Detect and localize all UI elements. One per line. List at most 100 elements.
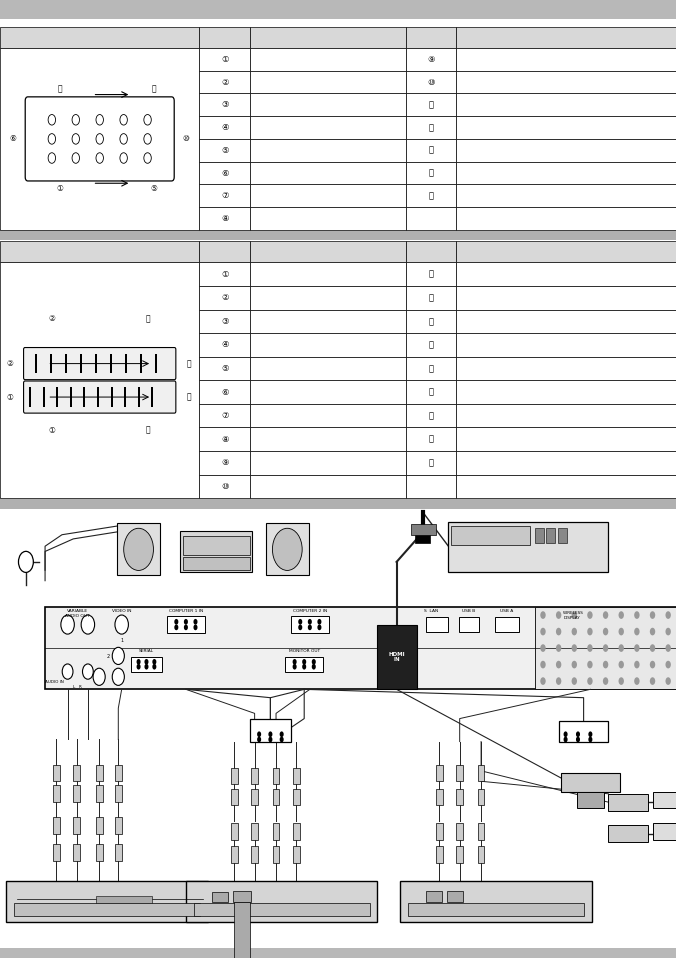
Circle shape — [120, 152, 127, 163]
Bar — [199, 286, 250, 309]
Bar — [406, 309, 456, 333]
Bar — [251, 846, 258, 863]
Text: ⑮: ⑮ — [429, 364, 433, 373]
Bar — [73, 817, 80, 833]
Circle shape — [634, 661, 639, 669]
Text: ②: ② — [221, 78, 228, 86]
Circle shape — [144, 115, 151, 125]
Bar — [151, 387, 153, 407]
Circle shape — [634, 677, 639, 685]
Bar — [406, 474, 456, 498]
Text: ⑭: ⑭ — [429, 340, 433, 350]
Bar — [199, 474, 250, 498]
Bar — [199, 94, 250, 116]
Bar — [406, 356, 456, 380]
Bar — [400, 880, 592, 923]
Bar — [546, 529, 556, 543]
Circle shape — [650, 644, 655, 651]
Bar — [180, 531, 252, 572]
Circle shape — [18, 552, 33, 573]
Bar — [654, 823, 676, 840]
Circle shape — [293, 664, 297, 670]
Bar — [426, 617, 448, 632]
Bar — [199, 48, 250, 71]
Circle shape — [96, 115, 103, 125]
Circle shape — [576, 737, 580, 742]
Bar — [53, 817, 59, 833]
Bar — [293, 788, 299, 806]
Circle shape — [540, 661, 546, 669]
Text: ①: ① — [56, 184, 63, 194]
Circle shape — [184, 619, 188, 625]
Bar — [436, 764, 443, 782]
Bar — [456, 309, 676, 333]
Text: 2: 2 — [107, 654, 110, 659]
Bar — [250, 380, 406, 404]
Bar — [250, 207, 406, 230]
Text: ⑧: ⑧ — [221, 435, 228, 444]
Circle shape — [650, 677, 655, 685]
Bar — [406, 207, 456, 230]
Text: ①: ① — [221, 270, 228, 279]
Bar — [448, 522, 608, 572]
Circle shape — [302, 659, 306, 665]
Bar — [456, 333, 676, 356]
Circle shape — [308, 625, 312, 630]
Bar — [199, 380, 250, 404]
Bar — [456, 207, 676, 230]
Circle shape — [193, 619, 197, 625]
Bar — [250, 27, 406, 48]
Bar — [406, 451, 456, 474]
Text: ⑨: ⑨ — [221, 458, 228, 468]
Bar — [73, 764, 80, 782]
Bar — [456, 823, 463, 840]
Bar — [199, 356, 250, 380]
Text: ⑦: ⑦ — [221, 411, 228, 421]
Bar — [535, 529, 544, 543]
Circle shape — [603, 661, 608, 669]
Circle shape — [312, 664, 316, 670]
Bar — [250, 718, 291, 741]
Circle shape — [619, 677, 624, 685]
Bar — [231, 767, 238, 785]
Bar — [406, 116, 456, 139]
Bar — [199, 116, 250, 139]
Bar — [406, 71, 456, 94]
Bar — [138, 387, 140, 407]
Bar — [199, 262, 250, 286]
Bar — [250, 474, 406, 498]
Bar — [70, 387, 72, 407]
Bar — [14, 903, 200, 916]
Bar — [0, 0, 676, 19]
Text: ③: ③ — [221, 101, 228, 109]
Bar — [199, 71, 250, 94]
Circle shape — [48, 115, 55, 125]
Bar — [406, 185, 456, 207]
Circle shape — [588, 731, 592, 737]
Circle shape — [144, 134, 151, 145]
Bar — [608, 794, 648, 810]
Bar — [199, 404, 250, 427]
Bar — [414, 533, 431, 543]
Text: S  LAN: S LAN — [425, 609, 439, 613]
Bar — [199, 309, 250, 333]
Text: ②: ② — [7, 359, 14, 368]
Bar — [125, 354, 127, 374]
Text: ⑪: ⑪ — [429, 101, 433, 109]
Circle shape — [272, 528, 302, 570]
Bar — [377, 625, 417, 690]
Bar — [231, 823, 238, 840]
Text: ②: ② — [221, 293, 228, 303]
Bar — [110, 354, 112, 374]
Bar — [456, 162, 676, 184]
Circle shape — [48, 152, 55, 163]
Circle shape — [72, 115, 80, 125]
Bar — [199, 427, 250, 451]
Bar — [406, 427, 456, 451]
Bar — [96, 817, 103, 833]
Circle shape — [564, 737, 568, 742]
Circle shape — [120, 115, 127, 125]
Text: ⑭: ⑭ — [429, 169, 433, 177]
Bar — [250, 139, 406, 162]
Text: ⑰: ⑰ — [429, 411, 433, 421]
